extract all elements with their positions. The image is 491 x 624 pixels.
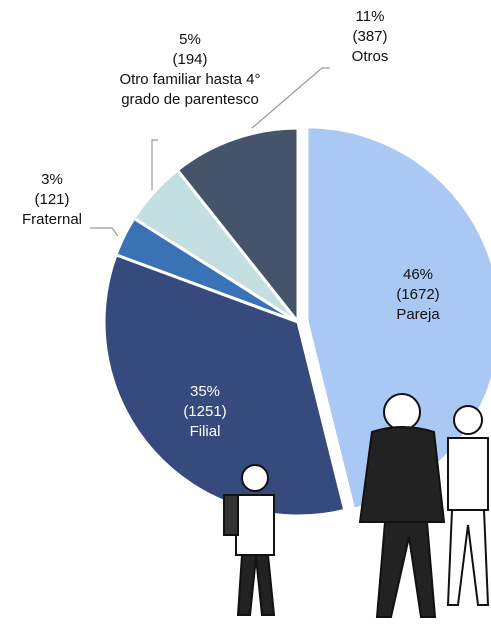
value-label: (1251)	[183, 403, 226, 420]
leader-line	[251, 67, 330, 129]
pie-slice	[102, 252, 347, 518]
category-label: Pareja	[396, 306, 440, 323]
value-label: (194)	[172, 51, 207, 68]
slice-label: 5% (194) Otro familiar hasta 4° grado de pa…	[119, 31, 260, 108]
category-label-continued: grado de parentesco	[121, 91, 259, 108]
leader-line	[90, 227, 119, 237]
value-label: (121)	[34, 191, 69, 208]
pie-slice	[175, 126, 300, 327]
category-label: Otros	[352, 48, 389, 65]
leader-line	[151, 139, 158, 190]
percentage-label: 11%	[356, 8, 385, 25]
illustration	[223, 393, 490, 618]
category-label: Fraternal	[22, 211, 82, 228]
slice-label: 3% (121) Fraternal	[22, 171, 82, 228]
category-label: Filial	[190, 423, 221, 440]
labels: 46% (1672) Pareja 35% (1251) Filial 3% (121) Fra…	[22, 8, 440, 440]
category-label: Otro familiar hasta 4°	[119, 71, 260, 88]
slice-label: 46% (1672) Pareja	[396, 266, 440, 323]
value-label: (1672)	[396, 286, 439, 303]
pie	[102, 125, 491, 518]
value-label: (387)	[352, 28, 387, 45]
percentage-label: 5%	[179, 31, 201, 48]
percentage-label: 3%	[41, 171, 63, 188]
slice-label: 35% (1251) Filial	[183, 383, 226, 440]
slice-label: 11% (387) Otros	[352, 8, 389, 65]
percentage-label: 35%	[190, 383, 220, 400]
percentage-label: 46%	[403, 266, 433, 283]
